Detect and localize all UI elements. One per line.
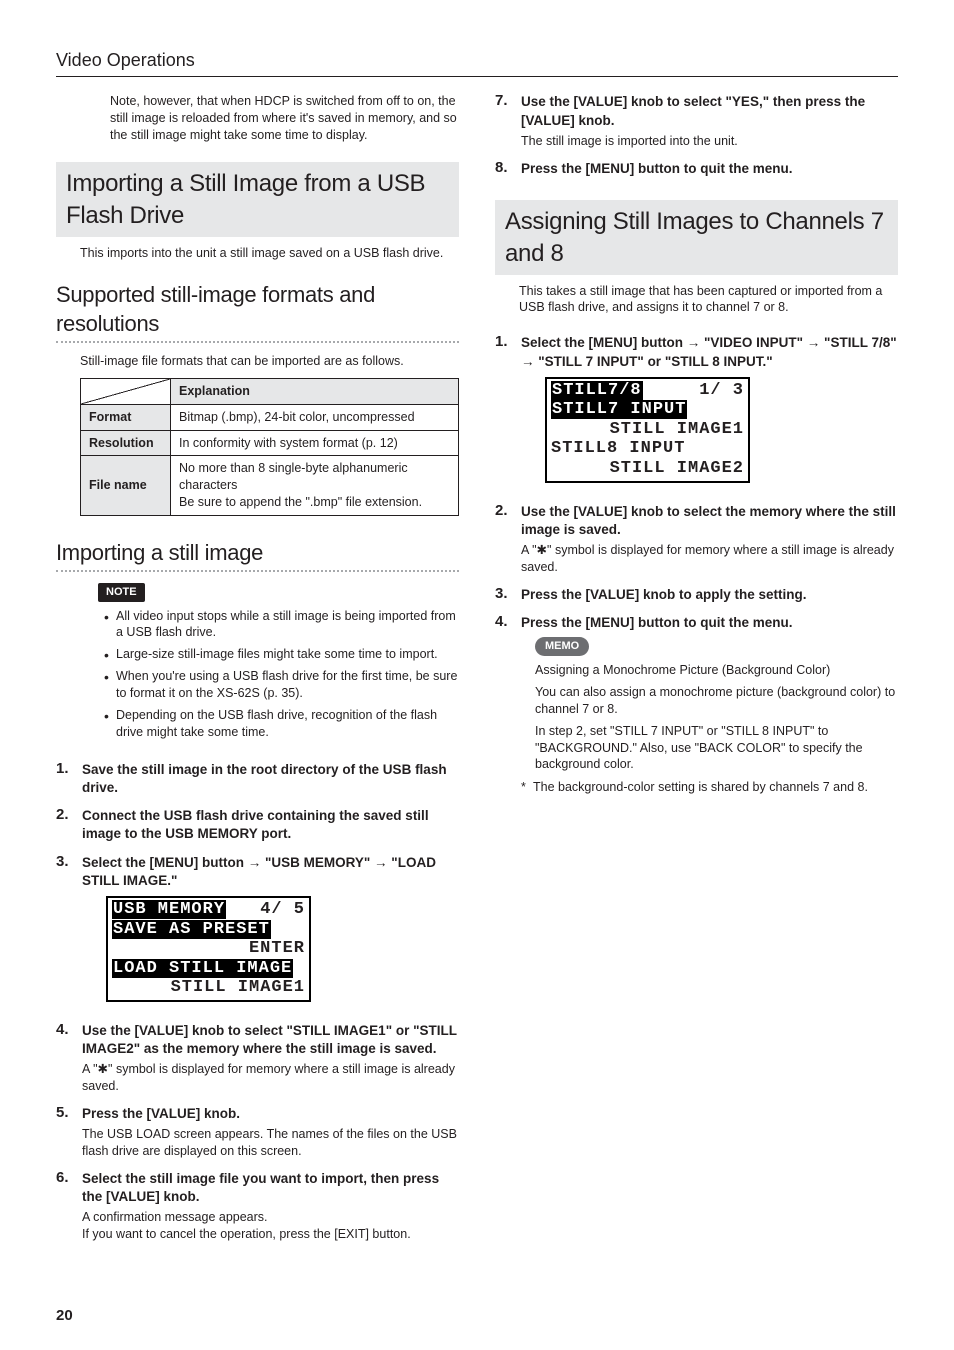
bullet-item: All video input stops while a still imag… (104, 608, 459, 642)
step-item: 1. Select the [MENU] button → "VIDEO INP… (495, 334, 898, 492)
bullet-item: When you're using a USB flash drive for … (104, 668, 459, 702)
page-number: 20 (56, 1306, 73, 1326)
h2-import-usb: Importing a Still Image from a USB Flash… (56, 162, 459, 237)
breadcrumb: Video Operations (56, 48, 898, 77)
hdcp-note: Note, however, that when HDCP is switche… (110, 93, 459, 144)
step-item: 4. Use the [VALUE] knob to select "STILL… (56, 1022, 459, 1095)
h2-assigning: Assigning Still Images to Channels 7 and… (495, 200, 898, 275)
table-colhead: Explanation (171, 378, 459, 404)
note-bullets: All video input stops while a still imag… (56, 608, 459, 741)
step-item: 3. Select the [MENU] button → "USB MEMOR… (56, 854, 459, 1012)
table-row: Resolution In conformity with system for… (81, 430, 459, 456)
step-item: 4. Press the [MENU] button to quit the m… (495, 614, 898, 796)
memo-badge: MEMO (535, 637, 589, 656)
lcd-still78: STILL7/81/ 3 STILL7 INPUT STILL IMAGE1 S… (545, 377, 750, 483)
h2-assign-lead: This takes a still image that has been c… (495, 283, 898, 317)
dotted-rule (56, 341, 459, 343)
right-steps-cont: 7. Use the [VALUE] knob to select "YES,"… (495, 93, 898, 178)
bullet-item: Large-size still-image files might take … (104, 646, 459, 663)
left-column: Note, however, that when HDCP is switche… (56, 93, 459, 1253)
formats-table: Explanation Format Bitmap (.bmp), 24-bit… (80, 378, 459, 516)
step-item: 2. Connect the USB flash drive containin… (56, 807, 459, 843)
step-item: 6. Select the still image file you want … (56, 1170, 459, 1243)
table-row: Format Bitmap (.bmp), 24-bit color, unco… (81, 404, 459, 430)
step-item: 3. Press the [VALUE] knob to apply the s… (495, 586, 898, 604)
h3-formats: Supported still-image formats and resolu… (56, 280, 459, 339)
h2-lead: This imports into the unit a still image… (56, 245, 459, 262)
lcd-usb-memory: USB MEMORY4/ 5 SAVE AS PRESET ENTER LOAD… (106, 896, 311, 1002)
bullet-item: Depending on the USB flash drive, recogn… (104, 707, 459, 741)
step-item: 7. Use the [VALUE] knob to select "YES,"… (495, 93, 898, 149)
table-corner (81, 378, 171, 404)
right-steps-assign: 1. Select the [MENU] button → "VIDEO INP… (495, 334, 898, 796)
table-row: File name No more than 8 single-byte alp… (81, 456, 459, 516)
h3a-lead: Still-image file formats that can be imp… (56, 353, 459, 370)
left-steps: 1. Save the still image in the root dire… (56, 761, 459, 1243)
right-column: 7. Use the [VALUE] knob to select "YES,"… (495, 93, 898, 1253)
footnote: *The background-color setting is shared … (521, 779, 898, 796)
dotted-rule (56, 570, 459, 572)
note-badge: NOTE (98, 583, 145, 602)
step-item: 8. Press the [MENU] button to quit the m… (495, 160, 898, 178)
h3-importing: Importing a still image (56, 538, 459, 568)
step-item: 1. Save the still image in the root dire… (56, 761, 459, 797)
step-item: 2. Use the [VALUE] knob to select the me… (495, 503, 898, 576)
memo-block: Assigning a Monochrome Picture (Backgrou… (521, 662, 898, 773)
step-item: 5. Press the [VALUE] knob. The USB LOAD … (56, 1105, 459, 1160)
